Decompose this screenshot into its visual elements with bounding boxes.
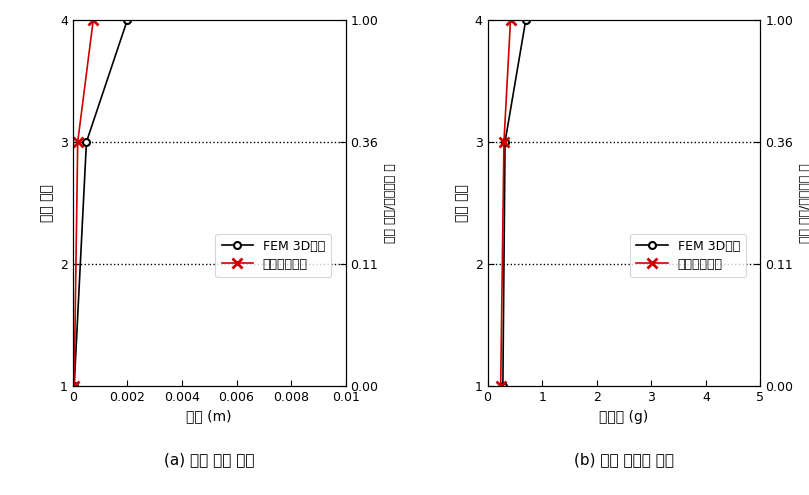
집중질량본델 [506, 17, 515, 23]
집중질량본델 [496, 383, 506, 389]
Legend: FEM 3D보델, 집중질량본델: FEM 3D보델, 집중질량본델 [630, 234, 746, 277]
Line: 집중질량본델: 집중질량본델 [70, 15, 98, 391]
Y-axis label: 절점 번호: 절점 번호 [455, 184, 469, 222]
집중질량본델 [70, 383, 79, 389]
집중질량본델 [73, 139, 83, 145]
Text: (b) 최대 가속도 응답: (b) 최대 가속도 응답 [574, 452, 674, 467]
Y-axis label: 절점 번호: 절점 번호 [40, 184, 54, 222]
Text: (a) 최대 번위 응답: (a) 최대 번위 응답 [164, 452, 255, 467]
FEM 3D보델 [498, 383, 508, 389]
집중질량본델 [88, 17, 98, 23]
Line: FEM 3D보델: FEM 3D보델 [70, 16, 131, 390]
X-axis label: 번위 (m): 번위 (m) [187, 409, 232, 424]
FEM 3D보델 [521, 17, 531, 23]
FEM 3D보델 [82, 139, 91, 145]
집중질량본델 [499, 139, 509, 145]
FEM 3D보델 [70, 383, 79, 389]
FEM 3D보델 [500, 139, 510, 145]
Y-axis label: 절점 높이/전체높이 비: 절점 높이/전체높이 비 [798, 163, 809, 243]
FEM 3D보델 [122, 17, 132, 23]
Y-axis label: 절점 높이/전체높이 비: 절점 높이/전체높이 비 [384, 163, 397, 243]
Legend: FEM 3D보델, 집중질량본델: FEM 3D보델, 집중질량본델 [215, 234, 331, 277]
Line: FEM 3D보델: FEM 3D보델 [499, 16, 529, 390]
X-axis label: 가속도 (g): 가속도 (g) [599, 409, 649, 424]
Line: 집중질량본델: 집중질량본델 [496, 15, 515, 391]
